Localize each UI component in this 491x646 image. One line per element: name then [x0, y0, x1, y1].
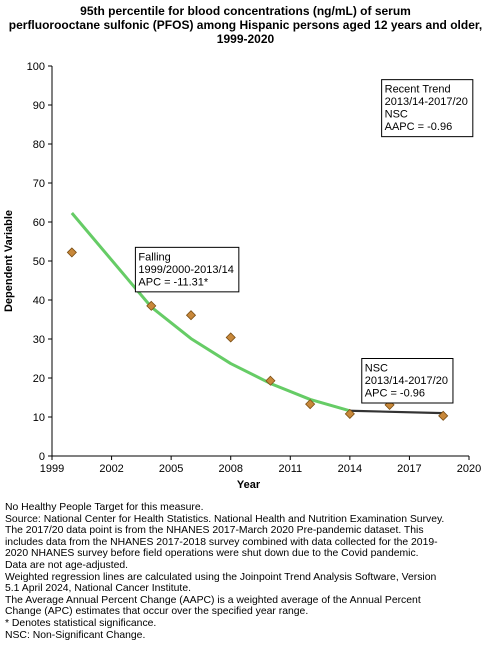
chart-notes: No Healthy People Target for this measur…: [5, 502, 487, 641]
x-tick-label: 2011: [278, 463, 302, 475]
note-line: No Healthy People Target for this measur…: [5, 502, 204, 513]
note-line: The Average Annual Percent Change (AAPC)…: [5, 594, 421, 606]
y-tick-label: 80: [33, 139, 45, 151]
annotation-line: APC = -11.31*: [138, 276, 209, 288]
y-tick-label: 70: [33, 178, 45, 190]
note-line: Data are not age-adjusted.: [5, 559, 129, 571]
note-line: Change (APC) estimates that occur over t…: [5, 606, 309, 618]
note-line: 2020 NHANES survey before field operatio…: [5, 548, 419, 560]
x-tick-label: 2017: [397, 463, 421, 475]
y-tick-label: 20: [33, 373, 45, 385]
annotation-line: 2013/14-2017/20: [365, 375, 448, 387]
data-point-marker: [344, 408, 355, 419]
chart-title: 95th percentile for blood concentrations…: [0, 4, 491, 46]
annotation-line: NSC: [365, 363, 388, 375]
y-tick-label: 10: [33, 412, 45, 424]
x-tick-label: 2002: [99, 463, 123, 475]
annotation-line: 1999/2000-2013/14: [138, 264, 233, 276]
data-point-marker: [225, 332, 236, 343]
annotation-line: Falling: [138, 251, 170, 263]
chart-title-line: perfluorooctane sulfonic (PFOS) among Hi…: [8, 18, 483, 32]
note-line: The 2017/20 data point is from the NHANE…: [5, 525, 424, 537]
note-line: * Denotes statistical significance.: [5, 617, 157, 629]
x-tick-label: 2005: [159, 463, 183, 475]
y-tick-label: 60: [33, 217, 45, 229]
data-point-marker: [146, 300, 157, 311]
data-point-marker: [66, 247, 77, 258]
data-point-marker: [265, 375, 276, 386]
chart-title-line: 95th percentile for blood concentrations…: [80, 4, 411, 18]
annotation-line: 2013/14-2017/20: [385, 96, 468, 108]
note-line: 5.1 April 2024, National Cancer Institut…: [5, 583, 191, 595]
y-tick-label: 50: [33, 256, 45, 268]
annotation-border: [381, 79, 474, 138]
y-tick-label: 90: [33, 100, 45, 112]
annotation-line: Recent Trend: [385, 84, 451, 96]
x-tick-label: 2020: [457, 463, 481, 475]
trend-line: [70, 212, 351, 413]
y-tick-label: 100: [27, 61, 45, 73]
note-line: Weighted regression lines are calculated…: [5, 571, 437, 583]
x-tick-label: 2014: [338, 463, 362, 475]
trend-line: [349, 409, 444, 415]
chart-plot: 0 10 20 30 40 50 60 70 80 90 100 1999 2002 2005 2008 20…: [3, 61, 481, 491]
y-tick-label: 40: [33, 295, 45, 307]
note-line: includes data from the NHANES 2017-2018 …: [5, 536, 438, 548]
x-tick-label: 2008: [218, 463, 242, 475]
y-tick-label: 0: [39, 451, 45, 463]
annotation-border: [134, 246, 240, 293]
annotation-line: APC = -0.96: [365, 388, 425, 400]
chart-title-line: 1999-2020: [216, 32, 275, 46]
note-line: Source: National Center for Health Stati…: [5, 513, 445, 525]
data-point-marker: [438, 410, 449, 421]
x-tick-label: 1999: [40, 463, 64, 475]
annotation-line: AAPC = -0.96: [385, 121, 453, 133]
data-point-marker: [305, 399, 316, 410]
y-tick-label: 30: [33, 334, 45, 346]
note-line: NSC: Non-Significant Change.: [5, 629, 146, 641]
annotation-border: [361, 358, 454, 404]
x-axis-title: Year: [237, 479, 261, 491]
y-axis-title: Dependent Variable: [3, 210, 15, 312]
annotation-line: NSC: [385, 109, 408, 121]
data-point-marker: [185, 310, 197, 321]
